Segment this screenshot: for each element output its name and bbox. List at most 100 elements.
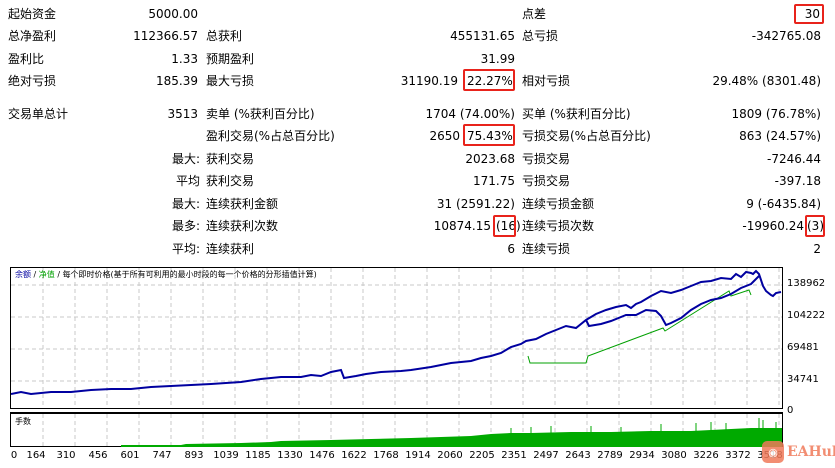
- legend-balance: 余额: [15, 270, 31, 279]
- label-gross-loss: 总亏损: [522, 29, 559, 43]
- legend-equity: 净值: [38, 270, 55, 279]
- value-relative-drawdown: 29.48% (8301.48): [712, 74, 821, 88]
- highlight-box-max-drawdown: [463, 69, 515, 91]
- value-maximal-drawdown-pct: 22.27%: [467, 74, 513, 88]
- label-average-profit-trade: 获利交易: [206, 174, 255, 188]
- value-max-consecutive-wins-money: 31 (2591.22): [436, 197, 515, 211]
- label-long-positions: 买单 (%获利百分比): [522, 107, 631, 121]
- label-total-net-profit: 总净盈利: [8, 29, 57, 43]
- x-tick: 1330: [277, 450, 303, 461]
- label-expected-payoff: 预期盈利: [206, 52, 255, 66]
- value-max-consecutive-losses-money: 9 (-6435.84): [746, 197, 821, 211]
- x-tick: 3372: [725, 450, 751, 461]
- value-average-consecutive-losses: 2: [813, 242, 821, 256]
- watermark-text: EAHub: [787, 444, 835, 460]
- x-tick: 1039: [213, 450, 239, 461]
- label-maximal-consecutive-profit: 连续获利次数: [206, 219, 279, 233]
- value-total-trades: 3513: [167, 107, 198, 121]
- label-profit-factor: 盈利比: [8, 52, 45, 66]
- value-average-consecutive-wins: 6: [507, 242, 515, 256]
- volume-chart: 手数: [10, 412, 783, 447]
- value-gross-profit: 455131.65: [450, 29, 515, 43]
- legend-description: / 每个即时价格(基于所有可利用的最小时段的每一个价格的分形插值计算): [54, 270, 317, 279]
- y-tick-104222: 104222: [787, 310, 826, 321]
- y-tick-34741: 34741: [787, 374, 819, 385]
- label-total-trades: 交易单总计: [8, 107, 69, 121]
- value-profit-trades-pct: 75.43%: [467, 129, 513, 143]
- volume-label: 手数: [15, 417, 31, 426]
- balance-chart-plot: [11, 268, 782, 408]
- x-tick: 164: [26, 450, 46, 461]
- value-largest-loss-trade: -7246.44: [767, 152, 821, 166]
- x-tick: 2060: [437, 450, 463, 461]
- balance-chart: 余额 / 净值 / 每个即时价格(基于所有可利用的最小时段的每一个价格的分形插值…: [10, 267, 783, 409]
- y-tick-0: 0: [787, 405, 794, 416]
- label-largest-loss-trade: 亏损交易: [522, 152, 571, 166]
- label-loss-trades: 亏损交易(%占总百分比): [522, 129, 651, 143]
- x-tick: 893: [184, 450, 204, 461]
- value-gross-loss: -342765.08: [751, 29, 821, 43]
- label-gross-profit: 总获利: [206, 29, 243, 43]
- x-tick: 3080: [661, 450, 687, 461]
- label-spread: 点差: [522, 7, 547, 21]
- label-short-positions: 卖单 (%获利百分比): [206, 107, 315, 121]
- y-tick-138962: 138962: [787, 278, 826, 289]
- label-largest-profit-trade: 获利交易: [206, 152, 255, 166]
- value-maximal-drawdown: 31190.19: [400, 74, 458, 88]
- x-tick: 2497: [533, 450, 559, 461]
- value-long-positions: 1809 (76.78%): [731, 107, 821, 121]
- prefix-average: 平均: [175, 174, 200, 188]
- value-short-positions: 1704 (74.00%): [425, 107, 515, 121]
- value-loss-trades: 863 (24.57%): [739, 129, 821, 143]
- label-profit-trades: 盈利交易(%占总百分比): [206, 129, 335, 143]
- value-profit-trades: 2650: [429, 129, 460, 143]
- label-average-consecutive-wins: 连续获利: [206, 242, 255, 256]
- value-spread: 30: [804, 7, 820, 21]
- value-maximal-consecutive-loss-count: (3): [807, 219, 824, 233]
- highlight-box-consecutive-losses: [805, 215, 825, 237]
- value-initial-deposit: 5000.00: [148, 7, 198, 21]
- prefix-maximum: 最大:: [171, 197, 200, 211]
- value-maximal-consecutive-loss: -19960.24: [742, 219, 804, 233]
- label-maximal-drawdown: 最大亏损: [206, 74, 255, 88]
- value-average-loss-trade: -397.18: [774, 174, 821, 188]
- label-max-consecutive-wins-money: 连续获利金额: [206, 197, 279, 211]
- x-tick: 601: [120, 450, 140, 461]
- label-maximal-consecutive-loss: 连续亏损次数: [522, 219, 595, 233]
- y-tick-69481: 69481: [787, 342, 819, 353]
- label-max-consecutive-losses-money: 连续亏损金额: [522, 197, 595, 211]
- eahub-logo-icon: ◉: [762, 441, 784, 463]
- label-absolute-drawdown: 绝对亏损: [8, 74, 57, 88]
- highlight-box-spread: [794, 4, 824, 24]
- x-tick: 1622: [341, 450, 367, 461]
- x-tick: 3226: [693, 450, 719, 461]
- x-tick: 2789: [597, 450, 623, 461]
- watermark: ◉ EAHub: [762, 440, 835, 464]
- value-average-profit-trade: 171.75: [473, 174, 515, 188]
- label-average-loss-trade: 亏损交易: [522, 174, 571, 188]
- value-absolute-drawdown: 185.39: [156, 74, 198, 88]
- highlight-box-consecutive-wins: [493, 215, 516, 237]
- x-tick: 1914: [405, 450, 431, 461]
- value-largest-profit-trade: 2023.68: [465, 152, 515, 166]
- x-tick: 1768: [373, 450, 399, 461]
- x-tick: 2351: [501, 450, 527, 461]
- x-tick: 2205: [469, 450, 495, 461]
- x-tick: 747: [152, 450, 172, 461]
- x-tick: 2643: [565, 450, 591, 461]
- label-initial-deposit: 起始资金: [8, 7, 57, 21]
- chart-legend: 余额 / 净值 / 每个即时价格(基于所有可利用的最小时段的每一个价格的分形插值…: [15, 270, 317, 279]
- x-tick: 310: [56, 450, 76, 461]
- volume-chart-plot: [42, 414, 782, 447]
- x-tick: 1185: [245, 450, 271, 461]
- value-expected-payoff: 31.99: [480, 52, 515, 66]
- x-tick: 456: [88, 450, 108, 461]
- x-tick: 0: [10, 450, 18, 461]
- prefix-maximal: 最多:: [171, 219, 200, 233]
- label-relative-drawdown: 相对亏损: [522, 74, 571, 88]
- x-tick: 1476: [309, 450, 335, 461]
- value-maximal-consecutive-profit: 10874.15: [433, 219, 491, 233]
- label-average-consecutive-losses: 连续亏损: [522, 242, 571, 256]
- value-total-net-profit: 112366.57: [133, 29, 198, 43]
- value-profit-factor: 1.33: [171, 52, 198, 66]
